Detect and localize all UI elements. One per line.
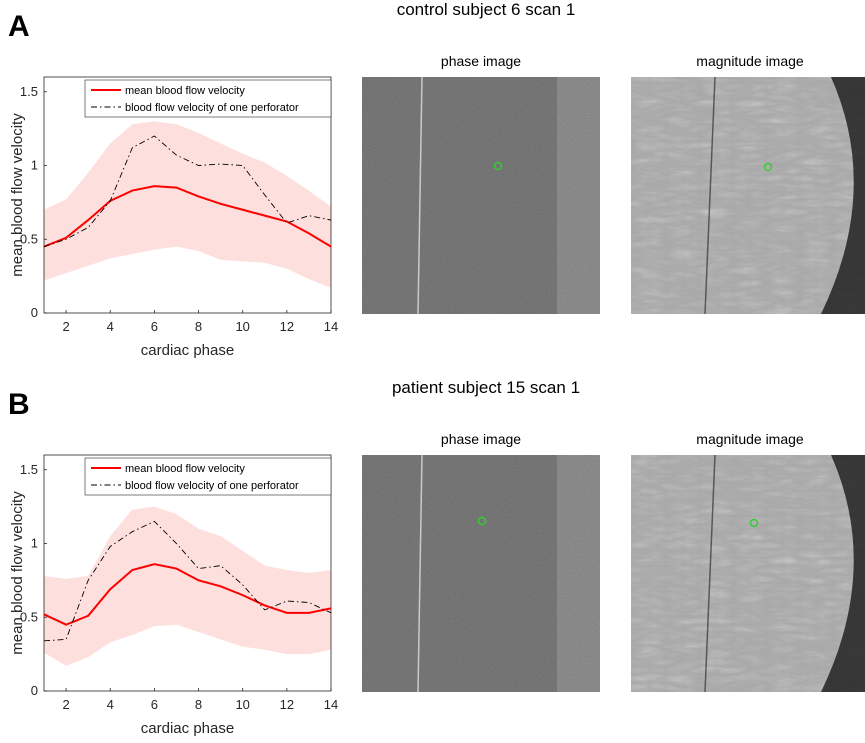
x-tick-label: 10 [235,697,249,712]
x-tick-label: 2 [62,319,69,334]
x-tick-label: 4 [107,319,114,334]
legend-label: blood flow velocity of one perforator [125,102,299,114]
y-axis-label: mean blood flow velocity [9,491,26,655]
x-tick-label: 4 [107,697,114,712]
x-tick-label: 10 [235,319,249,334]
legend-label: blood flow velocity of one perforator [125,480,299,492]
y-tick-label: 0.5 [20,609,38,624]
legend-box [84,79,332,118]
x-tick-label: 12 [280,319,294,334]
roi-marker [477,516,487,526]
midline [417,76,423,315]
y-tick-label: 0 [31,683,38,698]
noise-region [557,77,600,314]
axes-box [43,76,332,314]
dark-edge [821,77,865,314]
image-title: magnitude image [696,53,804,69]
series-line [43,135,332,248]
y-tick-label: 1.5 [20,84,38,99]
image-title: magnitude image [696,431,804,447]
x-axis-label: cardiac phase [141,342,234,359]
y-tick-label: 1 [31,536,38,551]
x-tick-label: 8 [195,697,202,712]
x-tick-label: 6 [151,697,158,712]
y-tick-label: 1.5 [20,462,38,477]
midline [417,454,423,693]
axes-box [43,454,332,692]
y-tick-label: 0 [31,305,38,320]
image-title: phase image [441,53,521,69]
mri-image [631,455,865,692]
confidence-band [44,506,331,666]
noise-region [557,455,600,692]
mri-image [631,77,865,314]
roi-marker [749,518,759,528]
x-tick-label: 8 [195,319,202,334]
midline [704,454,716,693]
x-axis-label: cardiac phase [141,720,234,737]
panel-label: A [8,10,30,43]
y-tick-label: 1 [31,158,38,173]
dark-edge [821,455,865,692]
roi-marker [493,161,503,171]
x-tick-label: 14 [324,697,338,712]
y-tick-label: 0.5 [20,231,38,246]
panel-title: control subject 6 scan 1 [397,0,576,19]
midline [704,76,716,315]
legend-label: mean blood flow velocity [125,85,245,97]
series-line [43,563,332,626]
legend-box [84,457,332,496]
panel-label: B [8,388,30,421]
panel-title: patient subject 15 scan 1 [392,378,580,397]
x-tick-label: 6 [151,319,158,334]
y-axis-label: mean blood flow velocity [9,113,26,277]
roi-marker [763,162,773,172]
series-line [43,185,332,248]
legend-label: mean blood flow velocity [125,463,245,475]
x-tick-label: 14 [324,319,338,334]
x-tick-label: 12 [280,697,294,712]
line-chart: 2 4 6 8 10 12 14 0 0.5 1 1.5 cardiac phase mean bloo… [9,76,338,359]
line-chart: 2 4 6 8 10 12 14 0 0.5 1 1.5 cardiac phase mean bloo… [9,454,338,737]
image-title: phase image [441,431,521,447]
x-tick-label: 2 [62,697,69,712]
confidence-band [44,121,331,288]
